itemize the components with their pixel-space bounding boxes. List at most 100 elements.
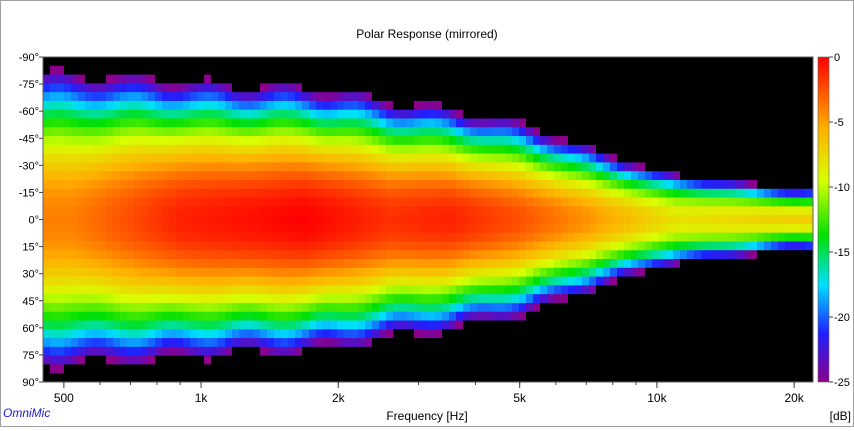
heatmap-cell: [176, 92, 184, 102]
heatmap-cell: [190, 267, 198, 278]
heatmap-cell: [113, 136, 121, 146]
heatmap-cell: [498, 92, 506, 102]
heatmap-cell: [134, 338, 142, 348]
heatmap-cell: [302, 74, 310, 84]
heatmap-cell: [540, 171, 548, 181]
heatmap-cell: [505, 373, 513, 382]
heatmap-cell: [43, 364, 51, 374]
heatmap-cell: [421, 223, 429, 234]
heatmap-cell: [449, 136, 457, 146]
heatmap-cell: [561, 294, 569, 304]
heatmap-cell: [694, 118, 702, 128]
heatmap-cell: [92, 136, 100, 146]
heatmap-cell: [204, 241, 212, 251]
heatmap-cell: [274, 250, 282, 260]
heatmap-cell: [211, 241, 219, 251]
heatmap-cell: [106, 338, 114, 348]
heatmap-cell: [204, 127, 212, 137]
colorbar-tick-label: -20: [834, 312, 850, 324]
heatmap-cell: [414, 144, 422, 155]
heatmap-cell: [386, 65, 394, 76]
heatmap-cell: [512, 127, 520, 137]
heatmap-cell: [582, 276, 590, 286]
heatmap-cell: [533, 232, 541, 243]
heatmap-cell: [78, 57, 86, 67]
heatmap-cell: [295, 329, 303, 339]
heatmap-cell: [323, 127, 331, 137]
heatmap-cell: [50, 188, 58, 199]
heatmap-cell: [666, 83, 674, 93]
heatmap-cell: [169, 188, 177, 199]
heatmap-cell: [302, 250, 310, 260]
heatmap-cell: [316, 302, 324, 313]
heatmap-cell: [155, 118, 163, 128]
heatmap-cell: [463, 109, 471, 120]
heatmap-cell: [155, 276, 163, 286]
heatmap-cell: [792, 223, 800, 234]
heatmap-cell: [323, 65, 331, 76]
heatmap-cell: [330, 364, 338, 374]
heatmap-cell: [246, 267, 254, 278]
heatmap-cell: [715, 373, 723, 382]
heatmap-cell: [603, 241, 611, 251]
heatmap-cell: [274, 241, 282, 251]
heatmap-cell: [799, 285, 807, 295]
heatmap-cell: [512, 320, 520, 330]
heatmap-cell: [687, 92, 695, 102]
heatmap-cell: [288, 162, 296, 172]
heatmap-cell: [99, 294, 107, 304]
heatmap-cell: [274, 302, 282, 313]
heatmap-cell: [323, 162, 331, 172]
heatmap-cell: [99, 171, 107, 181]
heatmap-cell: [239, 162, 247, 172]
heatmap-cell: [309, 162, 317, 172]
heatmap-cell: [708, 276, 716, 286]
heatmap-cell: [288, 171, 296, 181]
heatmap-cell: [806, 118, 813, 128]
heatmap-cell: [64, 188, 72, 199]
heatmap-cell: [162, 346, 170, 357]
heatmap-cell: [337, 83, 345, 93]
heatmap-cell: [295, 250, 303, 260]
heatmap-cell: [729, 232, 737, 243]
heatmap-cell: [421, 74, 429, 84]
heatmap-cell: [344, 57, 352, 67]
heatmap-cell: [64, 100, 72, 111]
heatmap-cell: [673, 241, 681, 251]
heatmap-cell: [204, 329, 212, 339]
heatmap-cell: [134, 241, 142, 251]
heatmap-cell: [330, 294, 338, 304]
heatmap-cell: [295, 118, 303, 128]
heatmap-cell: [386, 329, 394, 339]
heatmap-cell: [141, 100, 149, 111]
heatmap-cell: [694, 329, 702, 339]
heatmap-cell: [743, 65, 751, 76]
heatmap-cell: [295, 179, 303, 190]
heatmap-cell: [582, 92, 590, 102]
heatmap-cell: [204, 355, 212, 366]
heatmap-cell: [379, 320, 387, 330]
heatmap-cell: [652, 241, 660, 251]
heatmap-cell: [78, 136, 86, 146]
heatmap-cell: [197, 329, 205, 339]
heatmap-cell: [218, 109, 226, 120]
heatmap-cell: [778, 373, 786, 382]
heatmap-cell: [204, 364, 212, 374]
heatmap-cell: [414, 232, 422, 243]
heatmap-cell: [701, 127, 709, 137]
heatmap-cell: [204, 188, 212, 199]
heatmap-cell: [302, 57, 310, 67]
heatmap-cell: [785, 127, 793, 137]
heatmap-cell: [134, 74, 142, 84]
heatmap-cell: [743, 144, 751, 155]
heatmap-cell: [806, 267, 813, 278]
heatmap-cell: [617, 92, 625, 102]
heatmap-cell: [190, 100, 198, 111]
heatmap-cell: [400, 311, 408, 322]
heatmap-cell: [225, 162, 233, 172]
heatmap-cell: [449, 127, 457, 137]
heatmap-cell: [519, 267, 527, 278]
heatmap-cell: [351, 241, 359, 251]
heatmap-cell: [358, 92, 366, 102]
heatmap-cell: [169, 197, 177, 207]
